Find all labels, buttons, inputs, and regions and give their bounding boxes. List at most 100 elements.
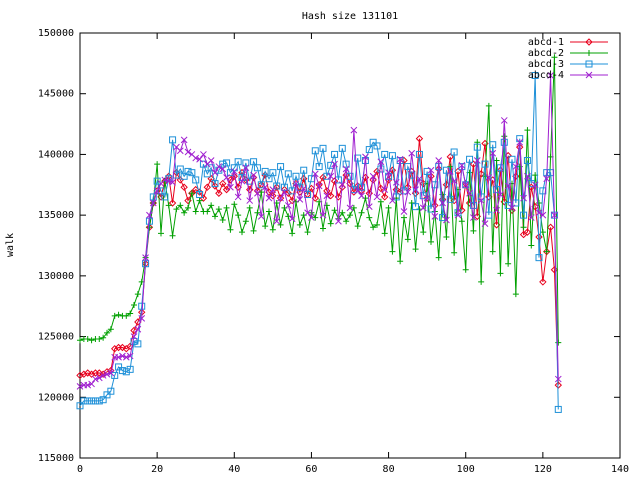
point (358, 209, 365, 216)
point (528, 242, 535, 249)
point (168, 199, 177, 207)
point (161, 176, 169, 184)
point (103, 370, 111, 378)
legend-label: abcd-1 (528, 37, 564, 48)
point (447, 163, 454, 170)
point (76, 402, 84, 410)
point (192, 154, 200, 162)
point (296, 221, 303, 228)
point (551, 54, 558, 61)
point (462, 181, 470, 189)
point (373, 142, 381, 150)
point (508, 155, 516, 163)
x-tick-label: 140 (611, 464, 629, 475)
point (115, 311, 122, 318)
point (103, 391, 111, 399)
point (169, 232, 176, 239)
point (215, 189, 223, 197)
point (535, 209, 543, 217)
point (77, 337, 83, 344)
point (292, 180, 300, 187)
point (524, 127, 531, 134)
point (373, 167, 381, 176)
point (250, 227, 257, 234)
point (523, 157, 531, 164)
point (389, 197, 396, 204)
point (111, 371, 119, 379)
point (88, 397, 96, 405)
legend-marker (585, 60, 593, 68)
point (176, 165, 184, 173)
point (277, 194, 284, 202)
point (261, 167, 269, 175)
x-tick-label: 80 (383, 464, 395, 475)
point (473, 143, 481, 151)
point (315, 182, 323, 190)
point (115, 353, 122, 361)
point (289, 230, 296, 237)
point (80, 370, 88, 378)
point (239, 229, 245, 236)
point (234, 193, 242, 201)
point (211, 169, 219, 176)
point (354, 154, 362, 162)
point (200, 151, 207, 158)
point (76, 383, 84, 390)
point (185, 204, 191, 211)
point (554, 405, 562, 413)
point (127, 310, 134, 317)
point (516, 138, 524, 146)
point (284, 202, 292, 209)
point (176, 147, 184, 155)
point (450, 177, 458, 185)
point (88, 337, 95, 344)
point (554, 375, 562, 383)
point (196, 197, 203, 204)
point (311, 147, 319, 155)
y-tick-label: 125000 (38, 332, 74, 343)
point (215, 206, 222, 213)
point (188, 189, 196, 197)
point (505, 260, 512, 267)
point (208, 202, 215, 209)
point (196, 191, 204, 198)
point (454, 167, 462, 176)
point (473, 157, 481, 164)
point (254, 189, 261, 197)
point (242, 164, 250, 172)
x-tick-label: 120 (534, 464, 552, 475)
point (500, 138, 508, 146)
point (84, 381, 92, 389)
point (134, 291, 141, 298)
point (550, 266, 559, 274)
point (504, 182, 512, 190)
point (199, 160, 207, 168)
point (80, 397, 88, 405)
point (489, 149, 497, 157)
point (265, 194, 273, 202)
point (327, 192, 335, 200)
point (531, 181, 539, 189)
point (458, 218, 465, 225)
point (173, 206, 180, 213)
point (416, 175, 423, 183)
point (497, 270, 504, 277)
point (350, 204, 357, 211)
point (253, 164, 261, 172)
point (104, 329, 110, 336)
point (497, 191, 504, 198)
point (400, 156, 408, 165)
point (296, 196, 304, 203)
point (138, 302, 146, 310)
point (212, 213, 218, 220)
point (443, 234, 450, 240)
point (485, 102, 492, 109)
point (204, 208, 211, 215)
point (481, 160, 489, 168)
point (365, 203, 373, 210)
point (320, 225, 326, 232)
point (419, 192, 427, 200)
y-axis-label: walk (5, 233, 16, 257)
point (118, 367, 126, 375)
y-tick-label: 150000 (38, 28, 74, 39)
